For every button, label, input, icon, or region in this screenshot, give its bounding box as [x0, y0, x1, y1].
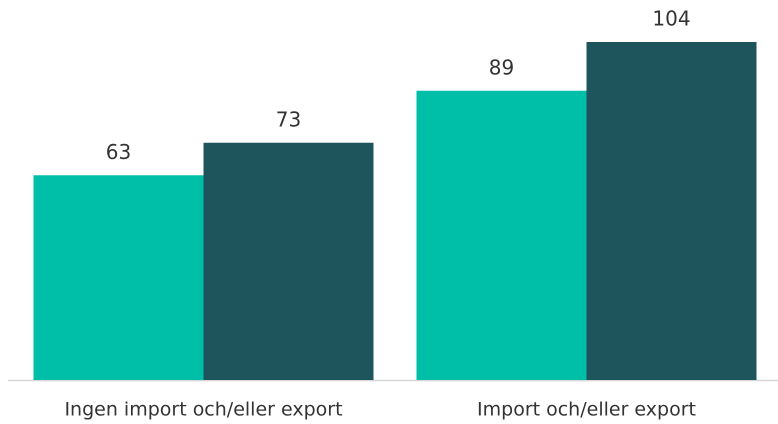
data-label: 73	[276, 107, 301, 131]
data-label: 104	[652, 7, 690, 31]
data-label: 89	[489, 55, 514, 79]
x-tick-label: Ingen import och/eller export	[64, 399, 342, 421]
bar	[586, 42, 757, 380]
bar	[416, 90, 587, 380]
bar	[33, 175, 204, 380]
bar	[203, 142, 374, 380]
data-label: 63	[106, 140, 131, 164]
x-tick-label: Import och/eller export	[477, 399, 696, 421]
